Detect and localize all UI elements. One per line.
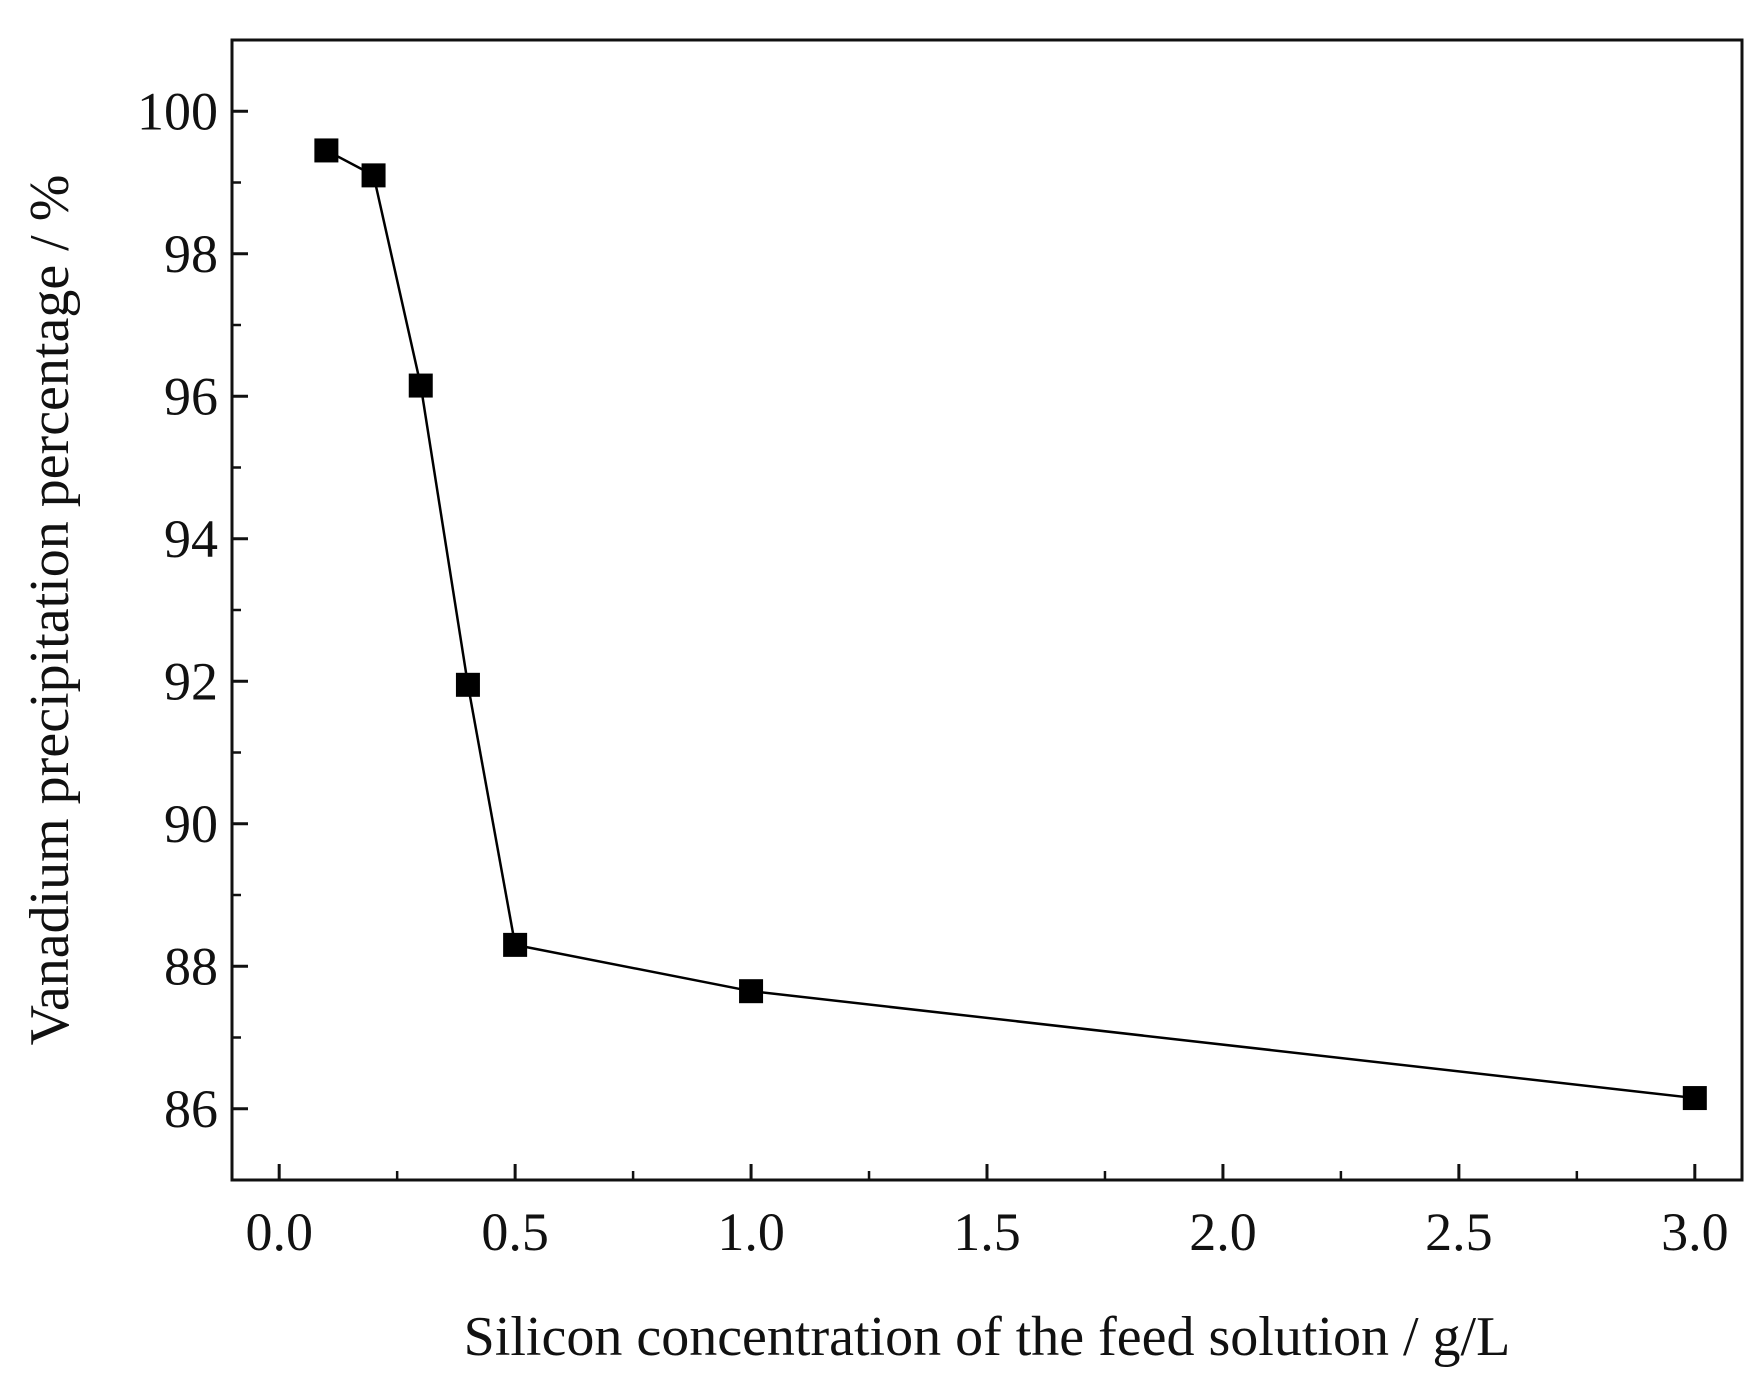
y-tick-label: 100: [137, 81, 218, 141]
minor-ticks: [232, 181, 1579, 1180]
x-tick-label: 1.0: [717, 1202, 785, 1262]
x-tick-label: 2.5: [1425, 1202, 1493, 1262]
data-point-marker: [408, 373, 433, 398]
series-line-segment: [514, 943, 752, 993]
x-tick-label: 3.0: [1661, 1202, 1729, 1262]
data-point-marker: [361, 163, 386, 188]
major-ticks: [232, 109, 1697, 1180]
y-tick-label: 88: [164, 936, 218, 996]
plot-frame: [230, 38, 1744, 1182]
data-point-marker: [1682, 1086, 1707, 1111]
x-tick-label: 2.0: [1189, 1202, 1257, 1262]
series-lines: [325, 149, 1695, 1100]
y-tick-label: 94: [164, 509, 218, 569]
series-line-segment: [750, 989, 1695, 1100]
data-point-marker: [314, 138, 339, 163]
data-point-marker: [503, 932, 528, 957]
y-axis-title: Vanadium precipitation percentage / %: [19, 175, 81, 1046]
x-tick-labels: 0.0 0.5 1.0 1.5 2.0 2.5 3.0: [245, 1202, 1728, 1262]
x-tick-label: 1.5: [953, 1202, 1021, 1262]
data-point-marker: [739, 979, 764, 1004]
series-line-segment: [466, 684, 517, 946]
y-tick-label: 98: [164, 224, 218, 284]
series-markers: [314, 138, 1707, 1111]
series-line-segment: [419, 385, 470, 686]
x-axis-title: Silicon concentration of the feed soluti…: [464, 1306, 1511, 1368]
y-tick-label: 92: [164, 651, 218, 711]
x-tick-label: 0.0: [245, 1202, 313, 1262]
series-line-segment: [372, 175, 422, 386]
y-tick-labels: 86 88 90 92 94 96 98 100: [137, 81, 218, 1139]
y-tick-label: 90: [164, 794, 218, 854]
y-tick-label: 96: [164, 366, 218, 426]
data-point-marker: [455, 672, 480, 697]
x-tick-label: 0.5: [481, 1202, 549, 1262]
y-tick-label: 86: [164, 1079, 218, 1139]
